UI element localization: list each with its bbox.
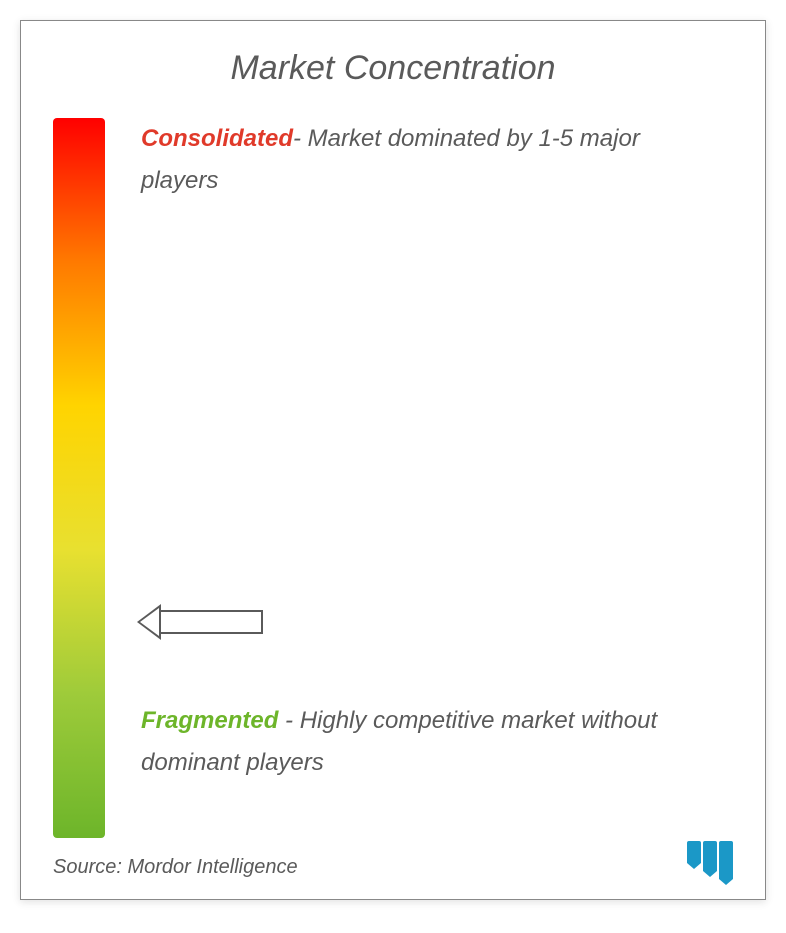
chart-title: Market Concentration (53, 49, 733, 88)
card-footer: Source: Mordor Intelligence (53, 841, 733, 879)
labels-column: Consolidated- Market dominated by 1-5 ma… (113, 118, 733, 838)
source-text: Source: Mordor Intelligence (53, 856, 298, 879)
chart-content: Consolidated- Market dominated by 1-5 ma… (53, 118, 733, 838)
arrow-body (159, 610, 263, 634)
brand-logo-icon (687, 841, 733, 879)
fragmented-description: Fragmented - Highly competitive market w… (141, 700, 723, 784)
scale-column (53, 118, 113, 838)
consolidated-keyword: Consolidated (141, 125, 293, 152)
arrow-head-inner (140, 608, 159, 636)
gradient-scale-bar (53, 118, 105, 838)
logo-bar-3 (719, 841, 733, 879)
logo-bar-1 (687, 841, 701, 863)
market-concentration-card: Market Concentration Consolidated- Marke… (20, 20, 766, 900)
indicator-arrow-icon (137, 604, 267, 640)
logo-bar-2 (703, 841, 717, 871)
fragmented-keyword: Fragmented (141, 707, 278, 734)
consolidated-description: Consolidated- Market dominated by 1-5 ma… (141, 118, 723, 202)
